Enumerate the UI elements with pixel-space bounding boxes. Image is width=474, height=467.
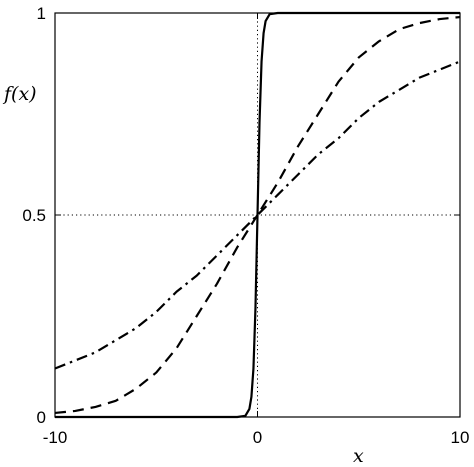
x-tick-label: 10 bbox=[451, 428, 470, 447]
x-axis-label: x bbox=[353, 445, 364, 467]
y-axis-label: f(x) bbox=[2, 83, 37, 105]
series-layer bbox=[54, 11, 461, 419]
plot-frame bbox=[54, 12, 461, 418]
y-tick-label: 0.5 bbox=[22, 206, 46, 225]
series-line-solid bbox=[55, 11, 460, 419]
series-line-dashed bbox=[54, 15, 461, 415]
x-tick-label: 0 bbox=[253, 428, 262, 447]
series-line-dash-dot bbox=[54, 60, 461, 370]
y-tick-label: 0 bbox=[37, 408, 46, 427]
x-tick-label: -10 bbox=[43, 428, 68, 447]
y-tick-label: 1 bbox=[37, 4, 46, 23]
